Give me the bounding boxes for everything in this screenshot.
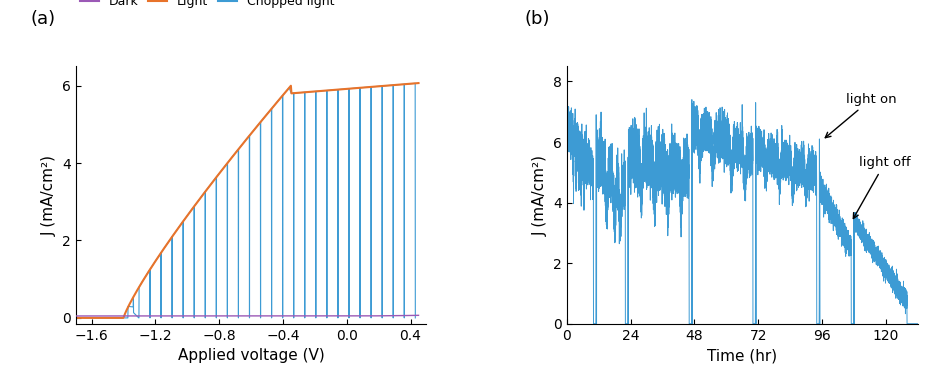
Y-axis label: J (mA/cm²): J (mA/cm²) <box>533 154 548 236</box>
X-axis label: Time (hr): Time (hr) <box>708 348 778 363</box>
Text: (b): (b) <box>525 10 551 28</box>
Text: light off: light off <box>853 156 911 218</box>
X-axis label: Applied voltage (V): Applied voltage (V) <box>178 348 324 363</box>
Text: (a): (a) <box>30 10 55 28</box>
Y-axis label: J (mA/cm²): J (mA/cm²) <box>42 154 57 236</box>
Text: light on: light on <box>825 93 897 138</box>
Legend: Dark, Light, Chopped light: Dark, Light, Chopped light <box>75 0 340 13</box>
